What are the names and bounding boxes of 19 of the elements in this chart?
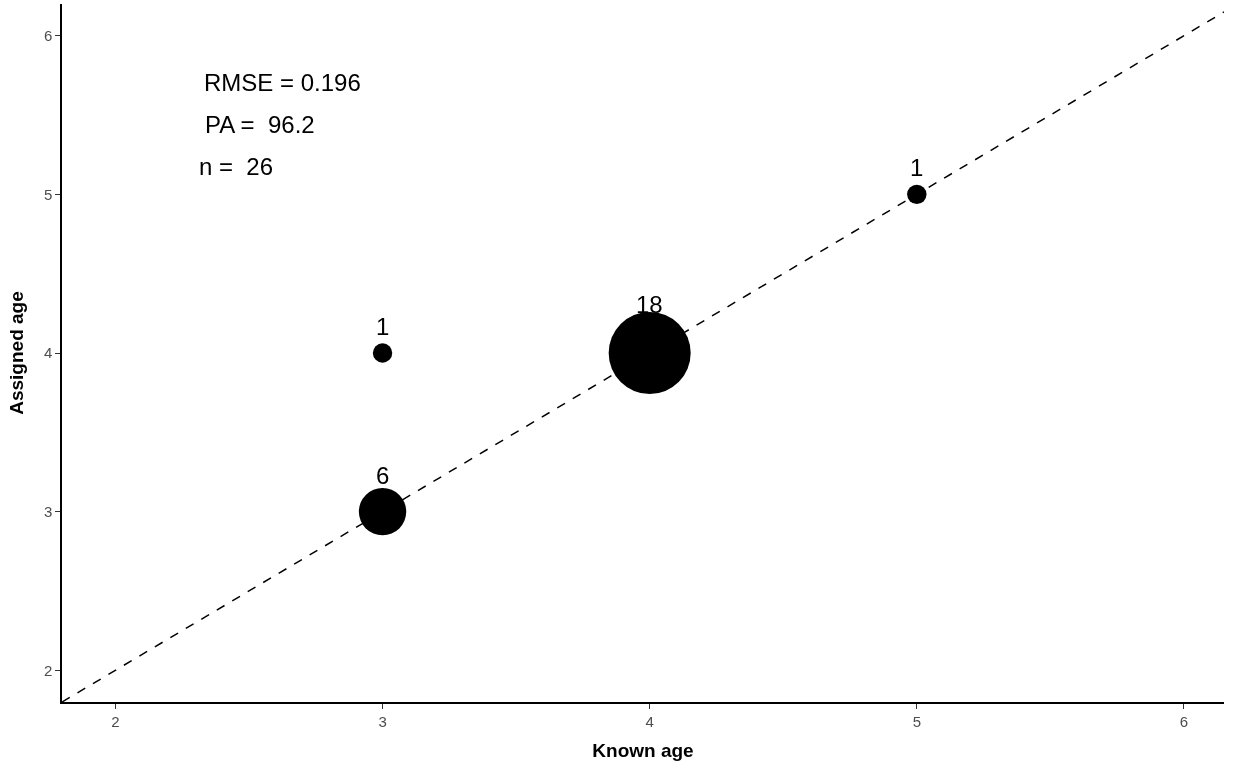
annotation: 1 (910, 154, 924, 181)
annotation: 6 (376, 462, 390, 489)
y-tick-label: 4 (43, 344, 53, 362)
annotation: 1 (376, 313, 390, 340)
x-tick-label: 2 (111, 712, 120, 730)
x-tick-label: 4 (645, 712, 654, 730)
x-tick-label: 6 (1179, 712, 1189, 730)
x-tick-label: 3 (378, 712, 387, 730)
annotation: n = 26 (199, 153, 274, 180)
y-axis-title: Assigned age (6, 291, 28, 415)
annotation: PA = 96.2 (205, 111, 315, 138)
x-tick-label: 5 (912, 712, 921, 730)
x-axis-title: Known age (592, 740, 694, 762)
y-tick-label: 6 (43, 26, 53, 44)
annotation: RMSE = 0.196 (204, 69, 361, 96)
y-tick-label: 2 (43, 661, 53, 679)
y-tick-label: 5 (43, 185, 53, 203)
y-tick-label: 3 (43, 502, 53, 520)
annotation: 18 (636, 291, 663, 318)
